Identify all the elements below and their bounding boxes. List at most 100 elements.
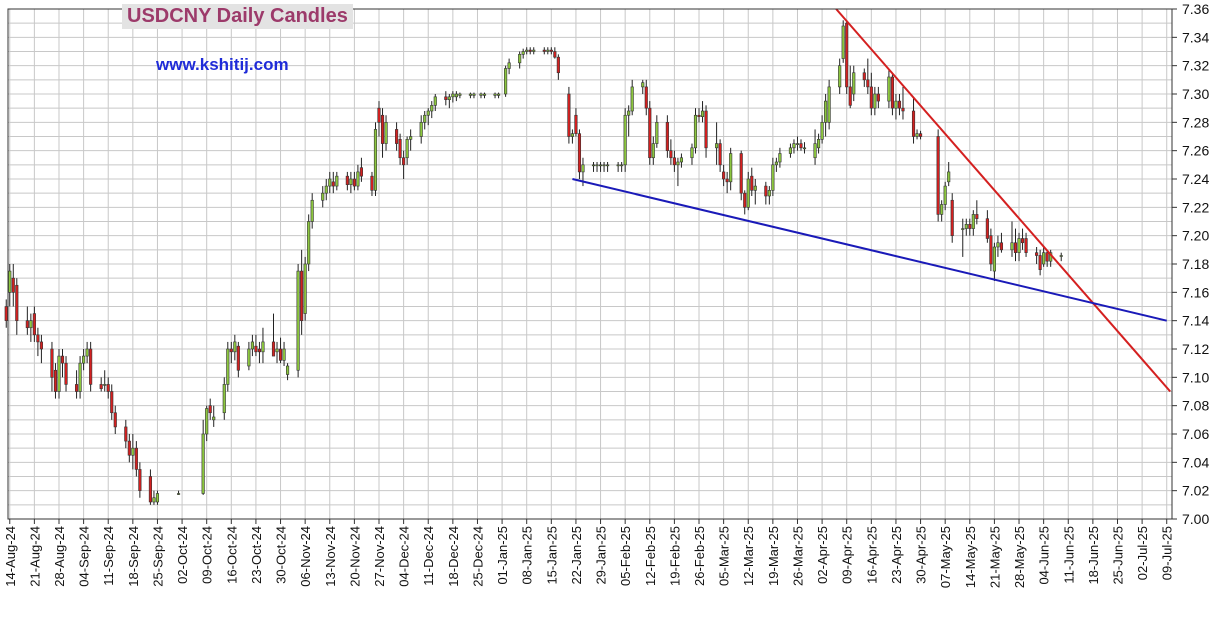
x-tick-label: 28-Aug-24 <box>52 526 67 587</box>
candle-down <box>380 114 385 144</box>
x-tick-label: 30-Oct-24 <box>274 526 289 584</box>
y-axis: 7.00 7.02 7.04 7.06 7.08 7.10 7.12 7.14 7.16 7.18… <box>1172 1 1209 527</box>
candle-up <box>887 76 891 102</box>
candle-down <box>542 49 546 52</box>
candle-down <box>377 107 381 123</box>
trendlines <box>572 8 1171 393</box>
x-tick-label: 02-Apr-25 <box>815 526 830 584</box>
candle-up <box>226 348 230 385</box>
candle-up <box>468 93 473 96</box>
candle-down <box>229 348 233 353</box>
candle-up <box>838 65 842 88</box>
candle-up <box>852 72 856 95</box>
y-tick-label: 7.20 <box>1182 228 1209 244</box>
candle-down <box>89 348 93 385</box>
candle-down <box>644 86 648 109</box>
candle-up <box>493 93 497 96</box>
candle-up <box>792 143 796 149</box>
candle-up <box>873 93 877 109</box>
candle-down <box>64 362 68 385</box>
candle-up <box>964 224 968 229</box>
candle-down <box>99 384 103 389</box>
candle-down <box>138 469 142 491</box>
candle-up <box>205 408 209 435</box>
x-tick-label: 11-Jun-25 <box>1061 526 1076 584</box>
x-tick-label: 04-Jun-25 <box>1037 526 1052 585</box>
x-tick-label: 12-Mar-25 <box>741 526 756 586</box>
candle-up <box>131 447 135 456</box>
candle-down <box>331 181 335 187</box>
x-axis: 14-Aug-24 21-Aug-24 28-Aug-24 04-Sep-24 11-S… <box>3 519 1175 588</box>
candle-up <box>349 178 353 185</box>
y-tick-label: 7.16 <box>1182 284 1209 300</box>
candle-up <box>767 190 771 197</box>
candle-up <box>356 171 360 187</box>
x-tick-label: 21-May-25 <box>987 526 1002 588</box>
candle-down <box>134 447 138 470</box>
y-tick-label: 7.30 <box>1182 86 1209 102</box>
y-tick-label: 7.26 <box>1182 143 1209 159</box>
candle-up <box>1010 242 1014 251</box>
x-tick-label: 18-Dec-24 <box>446 526 461 587</box>
candle-up <box>479 93 483 96</box>
candle-down <box>370 175 374 191</box>
x-tick-label: 02-Jul-25 <box>1135 526 1150 580</box>
candle-down <box>208 405 212 414</box>
x-tick-label: 30-Apr-25 <box>914 526 929 584</box>
candle-up <box>373 129 378 191</box>
candle-up <box>335 175 339 187</box>
candle-up <box>715 143 719 149</box>
y-tick-label: 7.12 <box>1182 341 1209 357</box>
y-tick-label: 7.28 <box>1182 114 1209 130</box>
candle-down <box>148 476 152 503</box>
chart-title: USDCNY Daily Candles <box>122 4 353 29</box>
candle-up <box>915 133 919 137</box>
candle-up <box>700 110 705 117</box>
candle-up <box>591 164 596 167</box>
x-tick-label: 15-Jan-25 <box>544 526 559 585</box>
candle-up <box>943 185 947 205</box>
candle-up <box>841 25 845 59</box>
x-tick-label: 16-Apr-25 <box>864 526 879 584</box>
candle-up <box>598 164 603 167</box>
candle-down <box>528 49 532 52</box>
candle-up <box>824 100 828 123</box>
candle-down <box>444 96 448 100</box>
x-tick-label: 02-Oct-24 <box>175 526 190 584</box>
candle-up <box>690 147 694 159</box>
candle-down <box>718 143 722 166</box>
x-tick-label: 19-Mar-25 <box>766 526 781 586</box>
x-tick-label: 14-Aug-24 <box>3 526 18 587</box>
candle-up <box>788 147 793 154</box>
candle-down <box>53 369 58 392</box>
candle-up <box>630 86 634 112</box>
candle-down <box>866 79 870 88</box>
candle-down <box>968 224 972 229</box>
candle-up <box>1017 238 1021 253</box>
candle-down <box>236 345 240 371</box>
candle-down <box>845 22 849 88</box>
candle-up <box>310 199 314 222</box>
candle-down <box>106 384 110 392</box>
y-tick-label: 7.32 <box>1182 58 1209 74</box>
candle-up <box>409 136 413 140</box>
x-tick-label: 25-Sep-24 <box>150 526 165 587</box>
candle-up <box>1059 255 1063 257</box>
candle-down <box>918 133 923 137</box>
candle-down <box>345 175 349 185</box>
x-tick-label: 12-Feb-25 <box>643 526 658 586</box>
y-tick-label: 7.04 <box>1182 454 1209 470</box>
candle-up <box>651 143 655 159</box>
candle-up <box>447 96 451 100</box>
candle-up <box>802 147 807 150</box>
candle-down <box>890 76 894 109</box>
candle-down <box>32 313 36 336</box>
candle-up <box>813 143 817 159</box>
candle-down <box>1035 252 1039 256</box>
candle-up <box>971 214 975 229</box>
candle-up <box>152 497 156 503</box>
candle-down <box>36 334 40 343</box>
candle-down <box>113 412 117 428</box>
